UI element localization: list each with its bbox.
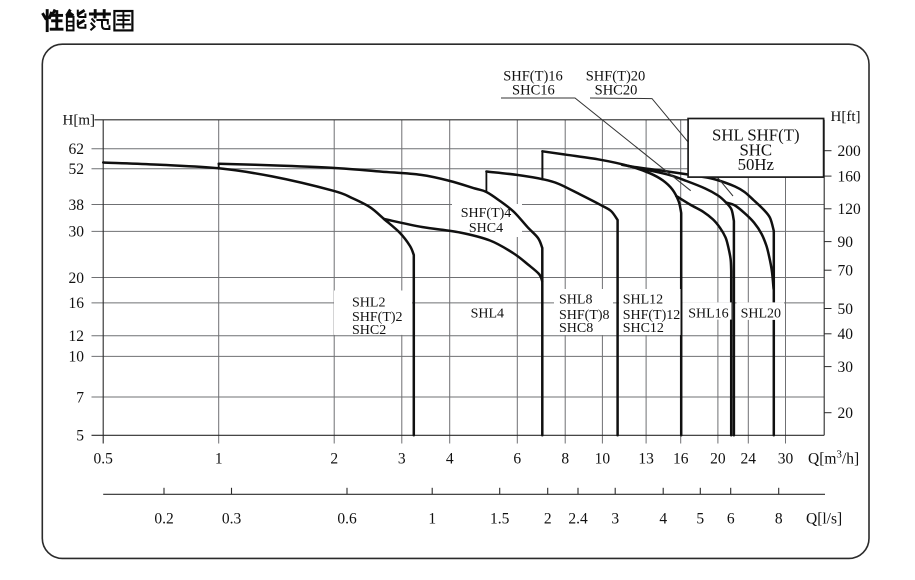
- svg-text:16: 16: [673, 451, 689, 468]
- svg-text:30: 30: [69, 224, 85, 241]
- svg-text:62: 62: [69, 141, 85, 158]
- svg-text:SHC12: SHC12: [623, 321, 664, 336]
- svg-text:70: 70: [838, 263, 854, 280]
- svg-text:160: 160: [838, 168, 862, 185]
- svg-text:SHL4: SHL4: [471, 306, 504, 321]
- svg-text:SHL2: SHL2: [352, 296, 385, 311]
- svg-text:20: 20: [69, 270, 85, 287]
- svg-text:SHC8: SHC8: [559, 321, 593, 336]
- svg-text:1: 1: [428, 511, 436, 528]
- svg-text:50: 50: [838, 301, 854, 318]
- svg-text:30: 30: [838, 359, 854, 376]
- svg-text:SHC2: SHC2: [352, 323, 386, 338]
- svg-text:SHF(T)4: SHF(T)4: [461, 206, 512, 221]
- svg-text:SHC16: SHC16: [512, 82, 555, 98]
- svg-text:10: 10: [69, 349, 85, 366]
- svg-text:5: 5: [696, 511, 704, 528]
- svg-text:3: 3: [398, 451, 406, 468]
- svg-text:6: 6: [727, 511, 735, 528]
- svg-text:120: 120: [838, 201, 862, 218]
- svg-text:2: 2: [330, 451, 338, 468]
- svg-text:SHL20: SHL20: [741, 307, 781, 322]
- svg-text:40: 40: [838, 326, 854, 343]
- svg-text:3: 3: [611, 511, 619, 528]
- svg-text:4: 4: [446, 451, 454, 468]
- svg-text:8: 8: [775, 511, 783, 528]
- svg-text:8: 8: [561, 451, 569, 468]
- svg-text:Q[m3/h]: Q[m3/h]: [808, 449, 859, 468]
- svg-text:0.2: 0.2: [154, 511, 173, 528]
- svg-text:SHL16: SHL16: [688, 307, 728, 322]
- svg-text:6: 6: [513, 451, 521, 468]
- svg-text:16: 16: [69, 295, 85, 312]
- svg-text:SHF(T)12: SHF(T)12: [623, 308, 681, 323]
- svg-text:38: 38: [69, 197, 85, 214]
- svg-text:10: 10: [595, 451, 611, 468]
- svg-text:Q[l/s]: Q[l/s]: [806, 511, 842, 528]
- svg-text:24: 24: [741, 451, 757, 468]
- svg-text:12: 12: [69, 328, 85, 345]
- svg-text:13: 13: [638, 451, 654, 468]
- svg-text:1.5: 1.5: [490, 511, 510, 528]
- svg-text:SHF(T)2: SHF(T)2: [352, 310, 403, 325]
- svg-text:2.4: 2.4: [568, 511, 588, 528]
- svg-text:4: 4: [659, 511, 667, 528]
- svg-text:5: 5: [76, 428, 84, 445]
- svg-text:SHL12: SHL12: [623, 293, 663, 308]
- svg-text:SHL8: SHL8: [559, 293, 592, 308]
- svg-text:20: 20: [710, 451, 726, 468]
- svg-text:7: 7: [76, 389, 84, 406]
- svg-text:90: 90: [838, 234, 854, 251]
- svg-text:SHC4: SHC4: [469, 221, 503, 236]
- svg-text:0.3: 0.3: [222, 511, 242, 528]
- svg-text:SHF(T)16: SHF(T)16: [503, 68, 563, 84]
- svg-text:50Hz: 50Hz: [738, 155, 774, 174]
- svg-text:1: 1: [215, 451, 223, 468]
- svg-text:SHF(T)8: SHF(T)8: [559, 308, 610, 323]
- svg-text:SHC20: SHC20: [595, 82, 638, 98]
- svg-text:SHF(T)20: SHF(T)20: [586, 68, 646, 84]
- svg-text:0.5: 0.5: [94, 451, 114, 468]
- svg-text:20: 20: [838, 405, 854, 422]
- svg-text:SHL SHF(T): SHL SHF(T): [712, 126, 800, 145]
- svg-text:H[m]: H[m]: [63, 112, 96, 128]
- svg-text:H[ft]: H[ft]: [831, 109, 861, 125]
- svg-text:0.6: 0.6: [337, 511, 357, 528]
- svg-text:52: 52: [69, 161, 85, 178]
- svg-text:30: 30: [778, 451, 794, 468]
- svg-text:200: 200: [838, 143, 862, 160]
- svg-text:2: 2: [544, 511, 552, 528]
- svg-text:SHC: SHC: [739, 140, 772, 159]
